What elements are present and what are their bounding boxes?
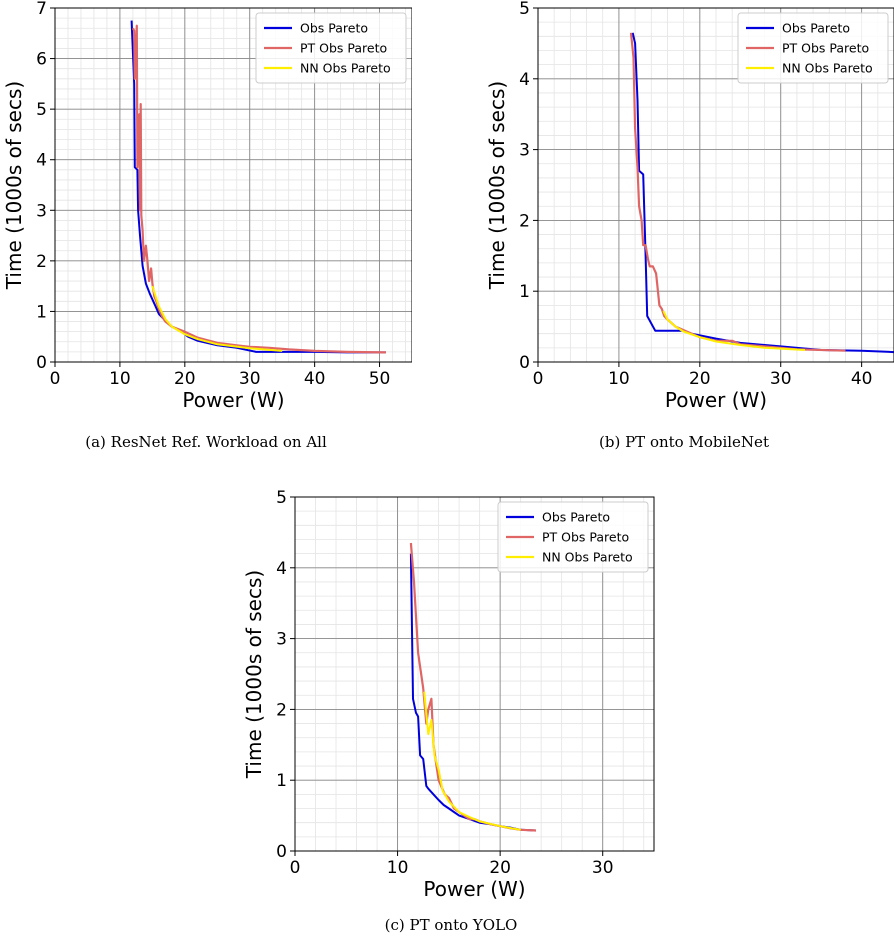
y-tick-label: 5	[36, 100, 47, 120]
series-line-obs	[631, 32, 894, 354]
series-line-nn	[662, 310, 806, 351]
caption-a: (a) ResNet Ref. Workload on All	[85, 433, 327, 451]
x-tick-label: 0	[50, 369, 61, 389]
x-tick-label: 10	[387, 858, 409, 878]
legend-label-pt: PT Obs Pareto	[782, 41, 869, 56]
legend-label-pt: PT Obs Pareto	[542, 530, 629, 545]
legend-label-obs: Obs Pareto	[542, 510, 610, 525]
y-tick-label: 4	[36, 151, 47, 171]
y-tick-label: 4	[276, 559, 287, 579]
legend-label-obs: Obs Pareto	[782, 21, 850, 36]
series-line-nn	[423, 691, 521, 831]
caption-b: (b) PT onto MobileNet	[599, 433, 769, 451]
x-tick-label: 20	[689, 369, 711, 389]
y-axis-label: Time (1000s of secs)	[2, 81, 26, 290]
legend-label-obs: Obs Pareto	[300, 21, 368, 36]
y-tick-label: 2	[36, 252, 47, 272]
x-tick-label: 20	[174, 369, 196, 389]
y-tick-label: 3	[519, 141, 530, 161]
legend-label-nn: NN Obs Pareto	[542, 550, 633, 565]
y-tick-label: 6	[36, 50, 47, 70]
legend-box	[737, 12, 889, 84]
y-tick-label: 5	[519, 0, 530, 19]
y-tick-label: 3	[36, 201, 47, 221]
chart-b: 0 10 20 30 40 0 1 2 3 4 5 Power (W) Time (1000s of s…	[485, 0, 894, 412]
legend-box	[255, 12, 407, 84]
x-axis-label: Power (W)	[423, 877, 525, 900]
series-line-pt	[131, 24, 387, 354]
x-tick-label: 30	[239, 369, 261, 389]
x-tick-label: 50	[369, 369, 391, 389]
legend-label-nn: NN Obs Pareto	[300, 61, 391, 76]
y-tick-label: 0	[36, 353, 47, 373]
y-tick-label: 7	[36, 0, 47, 19]
y-tick-label: 2	[519, 211, 530, 231]
x-tick-label: 0	[290, 858, 301, 878]
x-tick-label: 10	[109, 369, 131, 389]
x-tick-label: 20	[489, 858, 511, 878]
legend-box	[497, 501, 649, 573]
x-axis-label: Power (W)	[182, 388, 284, 412]
y-tick-label: 2	[276, 700, 287, 720]
y-axis-label: Time (1000s of secs)	[485, 81, 509, 290]
y-tick-label: 1	[36, 302, 47, 322]
chart-a: 0 10 20 30 40 50 0 1 2 3 4 5 6 7 Power (W) Time (1000s …	[2, 0, 412, 412]
x-tick-label: 40	[304, 369, 326, 389]
legend-label-nn: NN Obs Pareto	[782, 61, 873, 76]
y-tick-label: 1	[276, 771, 287, 791]
x-tick-label: 30	[592, 858, 614, 878]
plot-frame	[294, 496, 655, 852]
x-axis-label: Power (W)	[665, 388, 767, 412]
plot-frame	[537, 7, 894, 363]
y-tick-label: 3	[276, 630, 287, 650]
caption-c: (c) PT onto YOLO	[384, 916, 518, 934]
chart-c: 0 10 20 30 0 1 2 3 4 5 Power (W) Time (1000s of sec…	[242, 488, 655, 900]
plot-frame	[54, 7, 412, 363]
legend-label-pt: PT Obs Pareto	[300, 41, 387, 56]
x-tick-label: 10	[608, 369, 630, 389]
series-line-obs	[409, 553, 537, 832]
series-line-pt	[629, 32, 846, 352]
y-tick-label: 5	[276, 488, 287, 508]
y-tick-label: 0	[276, 842, 287, 862]
y-tick-label: 0	[519, 353, 530, 373]
y-tick-label: 1	[519, 282, 530, 302]
series-line-pt	[409, 542, 537, 832]
y-tick-label: 4	[519, 70, 530, 90]
x-tick-label: 40	[851, 369, 873, 389]
x-tick-label: 0	[533, 369, 544, 389]
series-line-nn	[151, 285, 283, 352]
y-axis-label: Time (1000s of secs)	[242, 570, 266, 779]
x-tick-label: 30	[770, 369, 792, 389]
